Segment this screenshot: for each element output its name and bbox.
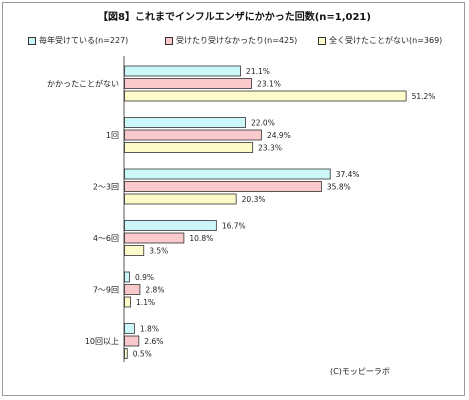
bar-7-9-series-3 [124, 296, 131, 308]
data-label-4-6-series-2: 10.8% [189, 234, 213, 243]
legend-swatch-3 [318, 36, 326, 45]
legend-label-2: 受けたり受けなかったり(n=425) [176, 36, 298, 45]
legend-item-series-1: 毎年受けている(n=227) [28, 35, 128, 46]
data-label-2-3-series-2: 35.8% [327, 183, 351, 192]
data-label-4-6-series-3: 3.5% [149, 247, 168, 256]
bar-4-6-series-3 [124, 245, 145, 256]
data-label-7-9-series-1: 0.9% [135, 273, 154, 282]
legend-item-series-3: 全く受けたことがない(n=369) [318, 35, 442, 46]
legend-swatch-2 [165, 36, 173, 45]
category-label-never: かかったことがない [47, 79, 119, 89]
bar-never-series-2 [124, 78, 252, 89]
data-label-10plus-series-1: 1.8% [140, 325, 159, 334]
data-label-7-9-series-3: 1.1% [136, 298, 155, 307]
data-label-never-series-2: 23.1% [257, 80, 281, 89]
data-label-once-series-2: 24.9% [267, 131, 291, 140]
bar-4-6-series-2 [124, 232, 185, 244]
legend-label-3: 全く受けたことがない(n=369) [329, 36, 443, 45]
category-label-2-3: 2～3回 [93, 183, 119, 192]
bar-once-series-1 [124, 117, 246, 128]
bar-2-3-series-3 [124, 193, 237, 205]
legend-swatch-1 [28, 36, 36, 45]
bar-10plus-series-3 [124, 348, 128, 359]
bar-10plus-series-2 [124, 335, 140, 347]
bar-2-3-series-2 [124, 181, 322, 192]
data-label-once-series-3: 23.3% [258, 144, 282, 153]
bar-10plus-series-1 [124, 323, 135, 334]
bar-2-3-series-1 [124, 168, 331, 180]
chart-title: 【図8】これまでインフルエンザにかかった回数(n=1,021) [98, 12, 371, 23]
data-label-2-3-series-3: 20.3% [242, 195, 266, 204]
legend-label-1: 毎年受けている(n=227) [39, 36, 129, 45]
bar-never-series-3 [124, 90, 407, 102]
category-label-10plus: 10回以上 [85, 337, 119, 346]
data-label-10plus-series-2: 2.6% [144, 337, 163, 346]
bar-never-series-1 [124, 65, 241, 77]
category-label-4-6: 4～6回 [93, 234, 119, 243]
source-credit: (C)モッピーラボ [330, 367, 390, 376]
category-label-7-9: 7～9回 [93, 286, 119, 295]
bar-once-series-3 [124, 142, 254, 153]
data-label-4-6-series-1: 16.7% [222, 222, 246, 231]
bar-7-9-series-2 [124, 284, 141, 295]
data-label-10plus-series-3: 0.5% [133, 350, 152, 359]
legend-item-series-2: 受けたり受けなかったり(n=425) [165, 35, 297, 46]
data-label-once-series-1: 22.0% [251, 119, 275, 128]
bar-4-6-series-1 [124, 220, 217, 231]
data-label-7-9-series-2: 2.8% [145, 286, 164, 295]
data-label-never-series-3: 51.2% [412, 92, 436, 101]
data-label-2-3-series-1: 37.4% [336, 170, 360, 179]
bar-once-series-2 [124, 129, 262, 141]
category-label-once: 1回 [106, 131, 119, 140]
data-label-never-series-1: 21.1% [246, 67, 270, 76]
bar-7-9-series-1 [124, 271, 130, 283]
